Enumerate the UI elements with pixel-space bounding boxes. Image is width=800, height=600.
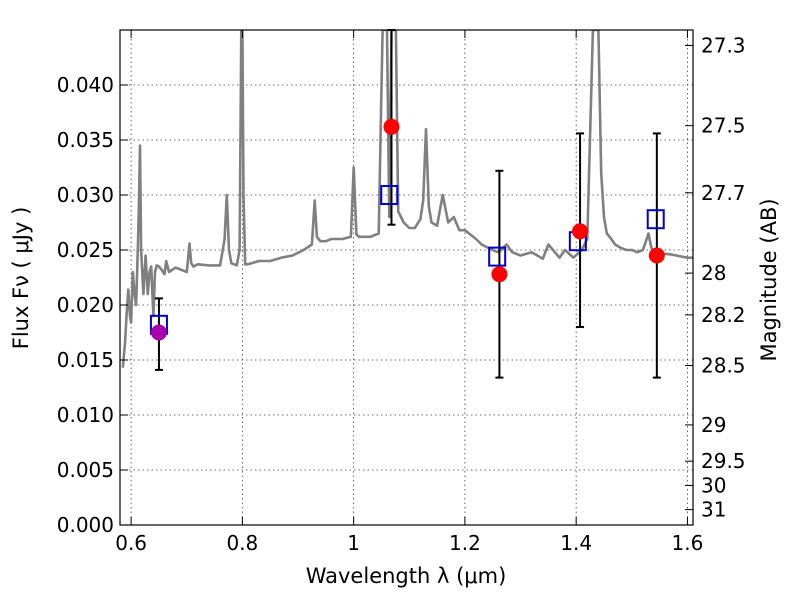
y-tick-label: 0.030 [57,183,114,207]
right-tick-label: 28 [701,261,726,285]
x-tick-label: 1.6 [672,531,704,555]
circle-marker [150,324,167,341]
tick-marks [120,30,693,526]
right-tick-label: 27.3 [701,33,746,57]
y-tick-label: 0.015 [57,348,114,372]
y-tick-label: 0.035 [57,128,114,152]
right-tick-label: 27.5 [701,114,746,138]
right-tick-label: 28.5 [701,354,746,378]
square-marker [380,185,399,205]
square-marker [488,246,507,267]
grid-lines [120,30,693,526]
right-tick-label: 29.5 [701,449,746,473]
spectrum-line [121,30,693,368]
right-tick-label: 30 [701,473,726,497]
right-tick-label: 29 [701,413,726,437]
y-tick-label: 0.020 [57,293,114,317]
right-tick-label: 27.7 [701,181,746,205]
square-marker [646,209,665,230]
tick-labels: 0.6 0.8 1 1.2 1.4 1.6 0.000 0.005 0.010 0.015 0.02… [57,33,746,555]
errorbar-layer [154,29,661,379]
y-tick-label: 0.005 [57,458,114,482]
x-axis-label: Wavelength λ (μm) [306,564,507,588]
plot-area [121,29,693,379]
y-tick-label: 0.040 [57,73,114,97]
x-tick-label: 1.4 [560,531,592,555]
spectrum-layer [121,30,693,368]
marker-layer [149,118,665,341]
x-tick-label: 0.6 [115,531,147,555]
y-tick-label: 0.010 [57,403,114,427]
x-tick-label: 1.2 [449,531,481,555]
x-tick-label: 0.8 [226,531,258,555]
right-tick-label: 28.2 [701,303,746,327]
right-axis-label: Magnitude (AB) [757,198,781,361]
circle-marker [383,118,400,135]
y-axis-label: Flux Fν ( μJy ) [9,207,33,350]
x-tick-label: 1 [347,531,360,555]
y-tick-label: 0.025 [57,238,114,262]
circle-marker [648,247,665,264]
circle-marker [491,266,508,283]
y-tick-label: 0.000 [57,513,114,537]
plot-frame [119,29,694,526]
circle-marker [572,223,589,240]
right-tick-label: 31 [701,498,726,522]
